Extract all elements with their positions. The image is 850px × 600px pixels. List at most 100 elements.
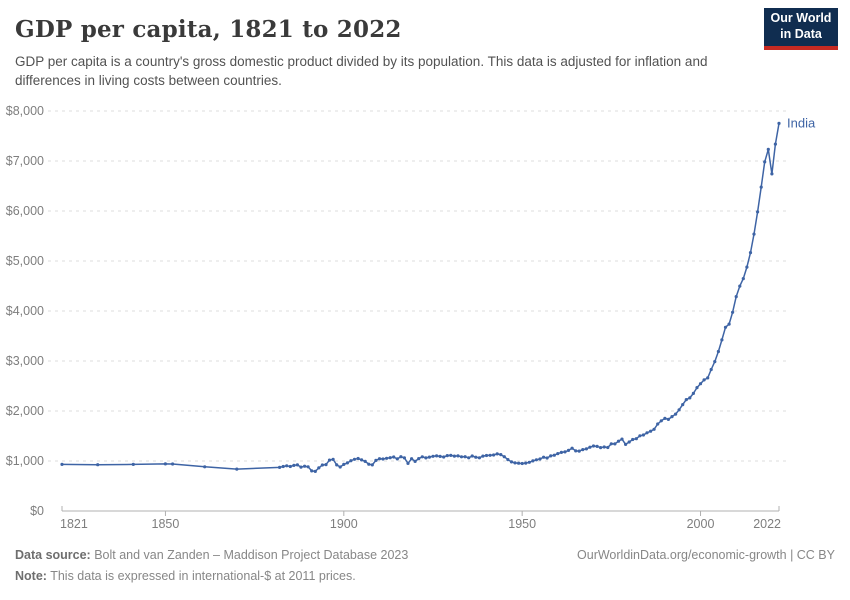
owid-logo-text: Our World in Data [770, 11, 832, 41]
data-source-line: Data source: Bolt and van Zanden – Maddi… [15, 545, 835, 566]
note-line: Note: This data is expressed in internat… [15, 566, 835, 587]
owid-cc-by-link: OurWorldinData.org/economic-growth | CC … [577, 548, 835, 562]
data-point [656, 422, 660, 426]
data-point [670, 415, 674, 419]
data-point [442, 455, 446, 459]
data-point [171, 462, 175, 466]
data-point [563, 450, 567, 454]
data-point [520, 461, 524, 466]
data-point [445, 454, 449, 458]
data-point [203, 465, 207, 469]
data-point [385, 456, 389, 460]
note-label: Note: [15, 568, 47, 583]
data-point [691, 391, 696, 395]
footer: Data source: Bolt and van Zanden – Maddi… [15, 545, 835, 586]
data-point [513, 461, 517, 465]
data-source-text: Bolt and van Zanden – Maddison Project D… [94, 548, 409, 562]
data-point [702, 378, 706, 382]
data-point [488, 453, 492, 457]
data-point [60, 462, 64, 466]
data-point [278, 465, 282, 469]
data-point [552, 453, 556, 457]
data-point [734, 295, 738, 299]
data-point [745, 265, 749, 269]
data-point [638, 434, 642, 438]
data-point [463, 455, 467, 459]
data-point [235, 467, 239, 471]
data-point [641, 433, 646, 437]
data-point [716, 349, 721, 354]
data-point [327, 458, 332, 462]
data-point [627, 440, 631, 444]
y-tick-label: $8,000 [6, 104, 44, 118]
data-point [470, 454, 474, 458]
data-point [602, 445, 606, 449]
data-point [499, 453, 503, 457]
india-series-label: India [787, 115, 816, 130]
data-point [363, 459, 367, 463]
data-point [577, 449, 581, 453]
x-tick-label: 1821 [60, 517, 88, 531]
data-point [388, 456, 392, 460]
data-point [452, 454, 456, 458]
data-point [509, 460, 514, 464]
data-point [570, 446, 574, 450]
data-point [624, 442, 628, 446]
data-point [481, 454, 485, 458]
data-point [335, 463, 339, 467]
data-point [435, 454, 439, 458]
data-point [449, 453, 453, 457]
data-point [281, 464, 285, 469]
data-point [659, 419, 663, 423]
data-point [163, 462, 167, 466]
data-point [588, 445, 592, 449]
data-point [748, 251, 753, 255]
data-point [720, 338, 724, 342]
data-point [456, 454, 460, 458]
data-point [634, 437, 638, 441]
data-point [681, 403, 685, 407]
data-point [738, 284, 742, 288]
y-tick-label: $7,000 [6, 154, 44, 168]
data-point [609, 442, 613, 446]
data-point [556, 452, 560, 456]
data-point [524, 461, 528, 465]
data-point [731, 310, 735, 314]
data-point [538, 457, 542, 461]
data-point [299, 465, 303, 469]
data-point [527, 460, 531, 464]
data-point [402, 456, 406, 460]
data-point [549, 454, 553, 458]
data-point [295, 463, 299, 467]
data-point [420, 455, 424, 459]
x-tick-label: 2022 [753, 517, 781, 531]
data-point [684, 398, 688, 402]
data-point [506, 458, 510, 462]
data-point [741, 277, 745, 281]
data-point [495, 452, 499, 456]
y-tick-label: $2,000 [6, 404, 44, 418]
data-point [763, 160, 767, 164]
data-point [285, 464, 289, 468]
data-point [709, 367, 713, 372]
data-point [599, 446, 603, 450]
data-point [131, 462, 135, 466]
owid-logo[interactable]: Our World in Data [764, 8, 838, 50]
data-point [531, 459, 535, 463]
data-point [459, 455, 464, 459]
data-point [606, 445, 610, 450]
data-point [417, 457, 421, 461]
data-point [467, 456, 471, 460]
data-point [770, 172, 774, 176]
data-point [674, 412, 678, 416]
data-point [645, 431, 649, 435]
data-point [477, 456, 481, 460]
data-point [613, 442, 617, 446]
data-point [727, 322, 731, 326]
line-chart[interactable]: $0 $1,000 $2,000 $3,000 $4,000 $5,000 $6,000 $7… [0, 95, 850, 545]
data-point [431, 454, 435, 458]
x-tick-label: 1850 [152, 517, 180, 531]
data-point [756, 210, 760, 214]
data-point [759, 185, 763, 189]
